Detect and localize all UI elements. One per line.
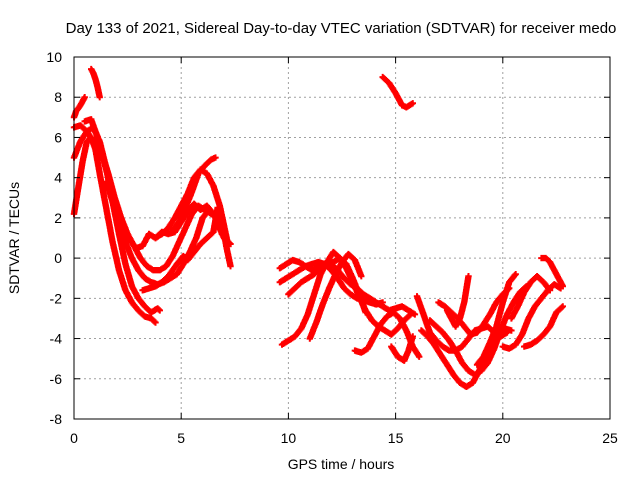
plus-markers	[88, 65, 103, 101]
series-s23	[443, 273, 472, 330]
x-tick-label: 5	[177, 430, 185, 446]
plus-markers	[388, 333, 416, 364]
chart-title: Day 133 of 2021, Sidereal Day-to-day VTE…	[66, 20, 617, 37]
series-s15	[306, 250, 365, 342]
series-s25	[508, 273, 554, 322]
series-s1	[70, 94, 88, 121]
data-series	[70, 65, 566, 390]
x-tick-label: 25	[602, 430, 618, 446]
series-s24	[473, 271, 519, 368]
plus-markers	[306, 250, 365, 342]
plot-frame	[73, 56, 611, 420]
plus-markers	[521, 303, 566, 350]
x-tick-label: 20	[495, 430, 511, 446]
x-tick-label: 10	[281, 430, 297, 446]
plus-markers	[426, 283, 530, 378]
y-tick-label: 4	[54, 170, 62, 186]
series-s18	[388, 333, 416, 364]
y-axis-label: SDTVAR / TECUs	[6, 182, 22, 294]
series-s10	[169, 154, 219, 234]
series-s28	[499, 281, 564, 352]
y-tick-label: 2	[54, 210, 62, 226]
plus-markers	[473, 271, 519, 368]
y-tick-label: -8	[50, 411, 63, 427]
y-tick-label: 6	[54, 129, 62, 145]
plus-markers	[70, 94, 88, 121]
x-axis-label: GPS time / hours	[288, 456, 395, 472]
series-s27	[538, 254, 566, 290]
plus-markers	[508, 273, 554, 322]
plus-markers	[379, 73, 416, 111]
plus-markers	[70, 134, 159, 326]
plus-markers	[538, 254, 566, 290]
x-tick-label: 0	[70, 430, 78, 446]
series-s17	[379, 73, 416, 111]
y-tick-label: 8	[54, 89, 62, 105]
plus-markers	[443, 273, 472, 330]
x-tick-label: 15	[388, 430, 404, 446]
y-tick-label: -4	[50, 331, 63, 347]
plus-markers	[169, 154, 219, 234]
y-tick-label: -2	[50, 290, 63, 306]
plus-markers	[499, 281, 564, 352]
series-s3	[70, 134, 159, 326]
y-tick-label: 10	[46, 49, 62, 65]
series-s21	[426, 283, 530, 378]
axis-ticks: 0 5 10 15 20 25 -8 -6 -4 -2 0 2 4 6 8 10	[46, 49, 618, 446]
series-s26	[521, 303, 566, 350]
y-tick-label: -6	[50, 371, 63, 387]
series-s2	[88, 65, 103, 101]
y-tick-label: 0	[54, 250, 62, 266]
